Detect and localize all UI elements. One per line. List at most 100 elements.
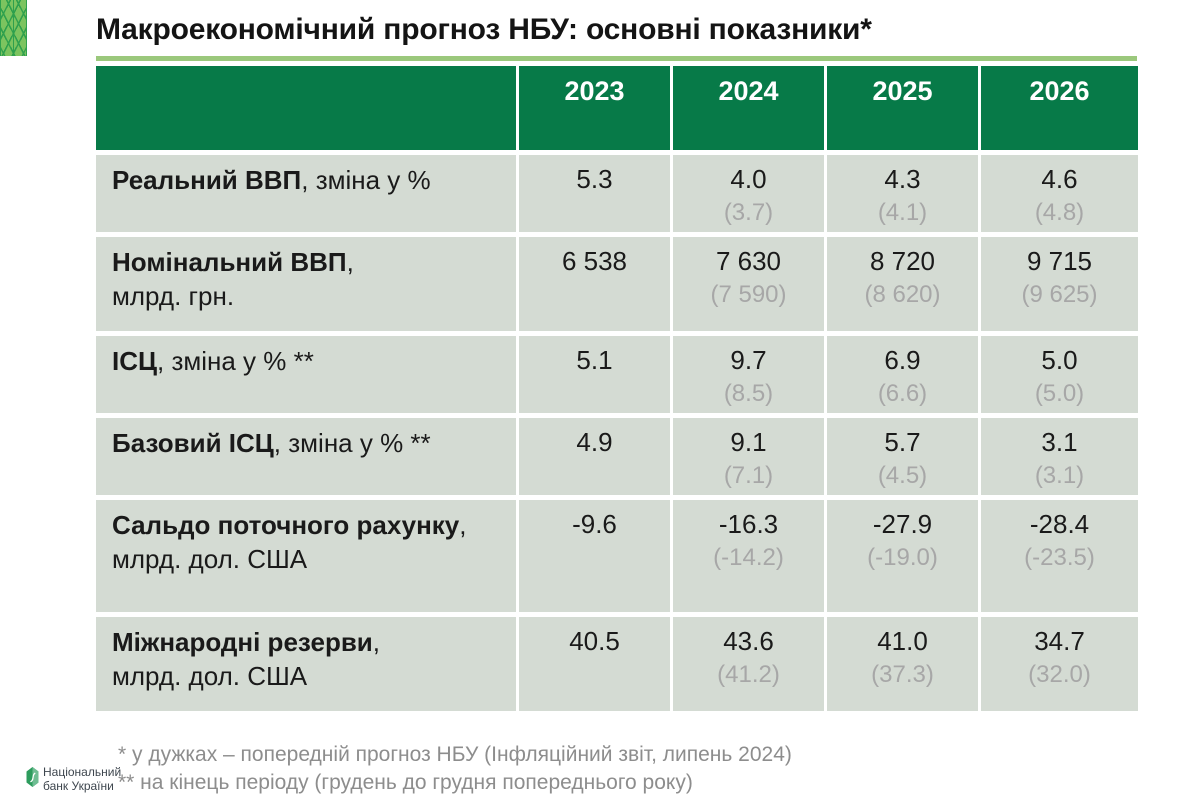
cell-value: 3.1 [1041, 427, 1078, 457]
nbu-logo: Національний банк України [26, 765, 121, 794]
row-label-rest: , [372, 627, 381, 657]
row-label-bold: Міжнародні резерви [112, 627, 373, 657]
cell-value: 4.0 [730, 164, 767, 194]
year-header-2025: 2025 [827, 66, 978, 150]
table-cell: 8 720 (8 620) [827, 237, 978, 331]
cell-value: -16.3 [718, 509, 779, 539]
cell-prev-forecast: (7 590) [710, 280, 787, 308]
cell-value: 6 538 [561, 246, 628, 276]
footnote-1: * у дужках – попередній прогноз НБУ (Інф… [118, 743, 792, 766]
cell-prev-forecast: (7.1) [723, 461, 774, 489]
table-cell: 43.6 (41.2) [673, 617, 824, 711]
cell-prev-forecast: (8 620) [864, 280, 941, 308]
forecast-table: 2023 2024 2025 2026 Реальний ВВП, зміна … [96, 66, 1138, 711]
nbu-logo-text: Національний банк України [43, 765, 121, 794]
cell-value: -27.9 [872, 509, 933, 539]
row-label-rest: , [346, 247, 354, 277]
table-cell: 4.6 (4.8) [981, 155, 1138, 232]
row-label-line2: млрд. дол. США [112, 660, 308, 691]
cell-prev-forecast: (4.8) [1034, 198, 1085, 226]
table-corner-cell [96, 66, 516, 150]
cell-value: 9.7 [730, 345, 767, 375]
cell-prev-forecast: (-23.5) [1024, 543, 1095, 571]
year-header-2026: 2026 [981, 66, 1138, 150]
row-label-nominal-gdp: Номінальний ВВП, млрд. грн. [96, 237, 516, 331]
cell-prev-forecast: (4.5) [877, 461, 928, 489]
footnote-2: ** на кінець періоду (грудень до грудня … [118, 770, 693, 794]
corner-lattice-decoration [0, 0, 27, 56]
table-cell: 6.9 (6.6) [827, 336, 978, 413]
cell-prev-forecast: (41.2) [717, 660, 780, 688]
row-label-cpi: ІСЦ, зміна у % ** [96, 336, 516, 413]
cell-prev-forecast: (37.3) [871, 660, 934, 688]
table-cell: -27.9 (-19.0) [827, 500, 978, 612]
title-underline [96, 56, 1137, 61]
row-label-rest: , [459, 510, 467, 540]
table-cell: 40.5 [519, 617, 670, 711]
table-cell: -9.6 [519, 500, 670, 612]
cell-prev-forecast: (-19.0) [867, 543, 938, 571]
cell-prev-forecast: (4.1) [877, 198, 928, 226]
cell-value: 8 720 [869, 246, 936, 276]
table-cell: 9.1 (7.1) [673, 418, 824, 495]
row-label-bold: Сальдо поточного рахунку [112, 510, 460, 540]
cell-value: 5.1 [576, 345, 613, 375]
cell-value: 5.0 [1041, 345, 1078, 375]
table-cell: 9 715 (9 625) [981, 237, 1138, 331]
table-cell: 5.3 [519, 155, 670, 232]
row-label-line2: млрд. грн. [112, 280, 235, 311]
cell-prev-forecast: (3.1) [1034, 461, 1085, 489]
cell-prev-forecast: (5.0) [1034, 379, 1085, 407]
year-header-2023: 2023 [519, 66, 670, 150]
row-label-real-gdp: Реальний ВВП, зміна у % [96, 155, 516, 232]
table-cell: -28.4 (-23.5) [981, 500, 1138, 612]
row-label-rest: , зміна у % ** [273, 428, 431, 458]
table-cell: -16.3 (-14.2) [673, 500, 824, 612]
cell-value: -28.4 [1029, 509, 1090, 539]
row-label-bold: Базовий ІСЦ [112, 428, 274, 458]
row-label-bold: Номінальний ВВП [112, 247, 347, 277]
cell-prev-forecast: (-14.2) [713, 543, 784, 571]
row-label-reserves: Міжнародні резерви, млрд. дол. США [96, 617, 516, 711]
table-cell: 5.1 [519, 336, 670, 413]
cell-value: 41.0 [877, 626, 928, 656]
cell-prev-forecast: (6.6) [877, 379, 928, 407]
cell-prev-forecast: (8.5) [723, 379, 774, 407]
cell-prev-forecast: (3.7) [723, 198, 774, 226]
cell-value: 4.6 [1041, 164, 1078, 194]
cell-value: 34.7 [1034, 626, 1085, 656]
footnotes: * у дужках – попередній прогноз НБУ (Інф… [118, 741, 792, 797]
row-label-core-cpi: Базовий ІСЦ, зміна у % ** [96, 418, 516, 495]
cell-value: 43.6 [723, 626, 774, 656]
row-label-rest: , зміна у % [301, 165, 431, 195]
table-cell: 4.9 [519, 418, 670, 495]
table-cell: 7 630 (7 590) [673, 237, 824, 331]
table-cell: 5.7 (4.5) [827, 418, 978, 495]
nbu-logo-line1: Національний [43, 765, 122, 779]
cell-value: 4.3 [884, 164, 921, 194]
table-cell: 41.0 (37.3) [827, 617, 978, 711]
cell-value: 4.9 [576, 427, 613, 457]
nbu-emblem-icon [26, 767, 39, 787]
cell-value: 9.1 [730, 427, 767, 457]
cell-value: 5.7 [884, 427, 921, 457]
table-cell: 9.7 (8.5) [673, 336, 824, 413]
table-cell: 4.0 (3.7) [673, 155, 824, 232]
table-cell: 6 538 [519, 237, 670, 331]
row-label-bold: Реальний ВВП [112, 165, 302, 195]
cell-value: 7 630 [715, 246, 782, 276]
cell-prev-forecast: (32.0) [1028, 660, 1091, 688]
cell-value: 9 715 [1026, 246, 1093, 276]
table-cell: 4.3 (4.1) [827, 155, 978, 232]
cell-value: 5.3 [576, 164, 613, 194]
nbu-logo-line2: банк України [43, 779, 114, 794]
cell-prev-forecast: (9 625) [1021, 280, 1098, 308]
row-label-line2: млрд. дол. США [112, 543, 308, 574]
page-title: Макроекономічний прогноз НБУ: основні по… [96, 13, 872, 46]
table-cell: 3.1 (3.1) [981, 418, 1138, 495]
table-cell: 5.0 (5.0) [981, 336, 1138, 413]
cell-value: -9.6 [572, 509, 617, 539]
row-label-rest: , зміна у % ** [157, 346, 314, 376]
year-header-2024: 2024 [673, 66, 824, 150]
